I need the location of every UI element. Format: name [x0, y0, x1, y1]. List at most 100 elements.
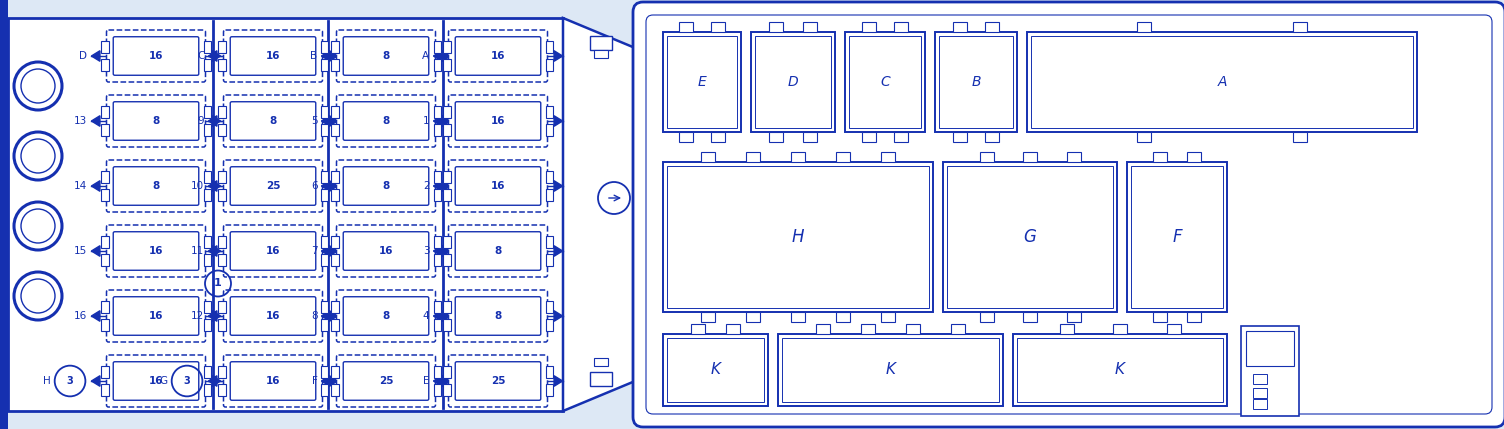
- Polygon shape: [212, 181, 221, 191]
- Bar: [442, 124, 451, 136]
- Bar: [442, 189, 451, 201]
- FancyBboxPatch shape: [448, 160, 547, 212]
- Text: 16: 16: [266, 246, 280, 256]
- Bar: [546, 384, 553, 396]
- Bar: [320, 106, 328, 118]
- FancyBboxPatch shape: [230, 167, 316, 205]
- Bar: [320, 236, 328, 248]
- Bar: [442, 319, 451, 331]
- Bar: [803, 132, 817, 142]
- Bar: [331, 319, 338, 331]
- Bar: [803, 22, 817, 32]
- Bar: [594, 50, 608, 58]
- FancyBboxPatch shape: [337, 355, 436, 407]
- FancyBboxPatch shape: [224, 225, 322, 277]
- FancyBboxPatch shape: [107, 225, 206, 277]
- Bar: [433, 254, 441, 266]
- FancyBboxPatch shape: [456, 232, 541, 270]
- Bar: [203, 236, 211, 248]
- Text: 16: 16: [149, 51, 164, 61]
- Bar: [1253, 374, 1266, 384]
- Bar: [320, 124, 328, 136]
- FancyBboxPatch shape: [337, 290, 436, 342]
- Bar: [331, 236, 338, 248]
- FancyBboxPatch shape: [230, 37, 316, 75]
- FancyBboxPatch shape: [113, 232, 199, 270]
- Polygon shape: [553, 116, 562, 126]
- FancyBboxPatch shape: [448, 95, 547, 147]
- Polygon shape: [329, 246, 337, 256]
- Polygon shape: [433, 51, 442, 61]
- Text: 8: 8: [382, 51, 390, 61]
- Bar: [791, 312, 805, 322]
- Bar: [979, 152, 994, 162]
- FancyBboxPatch shape: [456, 102, 541, 140]
- FancyBboxPatch shape: [113, 102, 199, 140]
- Text: K: K: [886, 363, 895, 378]
- Polygon shape: [209, 246, 217, 256]
- Text: 8: 8: [382, 311, 390, 321]
- Text: F: F: [311, 376, 317, 386]
- Bar: [546, 124, 553, 136]
- Bar: [680, 22, 693, 32]
- Polygon shape: [442, 51, 451, 61]
- Bar: [218, 384, 226, 396]
- Bar: [750, 32, 835, 132]
- Polygon shape: [209, 181, 217, 191]
- Bar: [952, 132, 967, 142]
- Bar: [1023, 152, 1036, 162]
- Polygon shape: [442, 311, 451, 321]
- Text: 7: 7: [311, 246, 317, 256]
- Polygon shape: [329, 51, 337, 61]
- FancyBboxPatch shape: [456, 362, 541, 400]
- Bar: [331, 366, 338, 378]
- Text: 25: 25: [379, 376, 393, 386]
- Bar: [433, 106, 441, 118]
- Bar: [948, 166, 1113, 308]
- Text: 8: 8: [152, 116, 159, 126]
- Text: 16: 16: [379, 246, 393, 256]
- Bar: [101, 254, 108, 266]
- Text: 8: 8: [269, 116, 277, 126]
- Bar: [101, 59, 108, 71]
- Text: 3: 3: [183, 376, 191, 386]
- Bar: [442, 301, 451, 313]
- Polygon shape: [209, 116, 217, 126]
- Bar: [778, 334, 1003, 406]
- Polygon shape: [322, 181, 329, 191]
- Bar: [836, 312, 850, 322]
- Bar: [546, 319, 553, 331]
- FancyBboxPatch shape: [337, 225, 436, 277]
- Bar: [331, 254, 338, 266]
- FancyBboxPatch shape: [456, 297, 541, 335]
- FancyBboxPatch shape: [107, 95, 206, 147]
- Text: 16: 16: [149, 311, 164, 321]
- Text: 1: 1: [214, 278, 223, 288]
- Bar: [203, 171, 211, 183]
- FancyBboxPatch shape: [113, 297, 199, 335]
- Text: D: D: [80, 51, 87, 61]
- Text: 12: 12: [191, 311, 205, 321]
- Bar: [938, 36, 1014, 128]
- Bar: [331, 171, 338, 183]
- Bar: [546, 254, 553, 266]
- Text: 25: 25: [266, 181, 280, 191]
- FancyBboxPatch shape: [448, 30, 547, 82]
- Bar: [218, 366, 226, 378]
- Text: K: K: [710, 363, 720, 378]
- Bar: [1113, 324, 1126, 334]
- Bar: [663, 32, 741, 132]
- Text: 15: 15: [74, 246, 87, 256]
- FancyBboxPatch shape: [337, 160, 436, 212]
- Bar: [433, 366, 441, 378]
- Polygon shape: [553, 51, 562, 61]
- Bar: [101, 124, 108, 136]
- Polygon shape: [92, 181, 99, 191]
- Polygon shape: [322, 116, 329, 126]
- FancyBboxPatch shape: [448, 290, 547, 342]
- FancyBboxPatch shape: [343, 167, 429, 205]
- Text: 2: 2: [423, 181, 430, 191]
- Bar: [101, 301, 108, 313]
- Bar: [331, 59, 338, 71]
- Bar: [769, 132, 784, 142]
